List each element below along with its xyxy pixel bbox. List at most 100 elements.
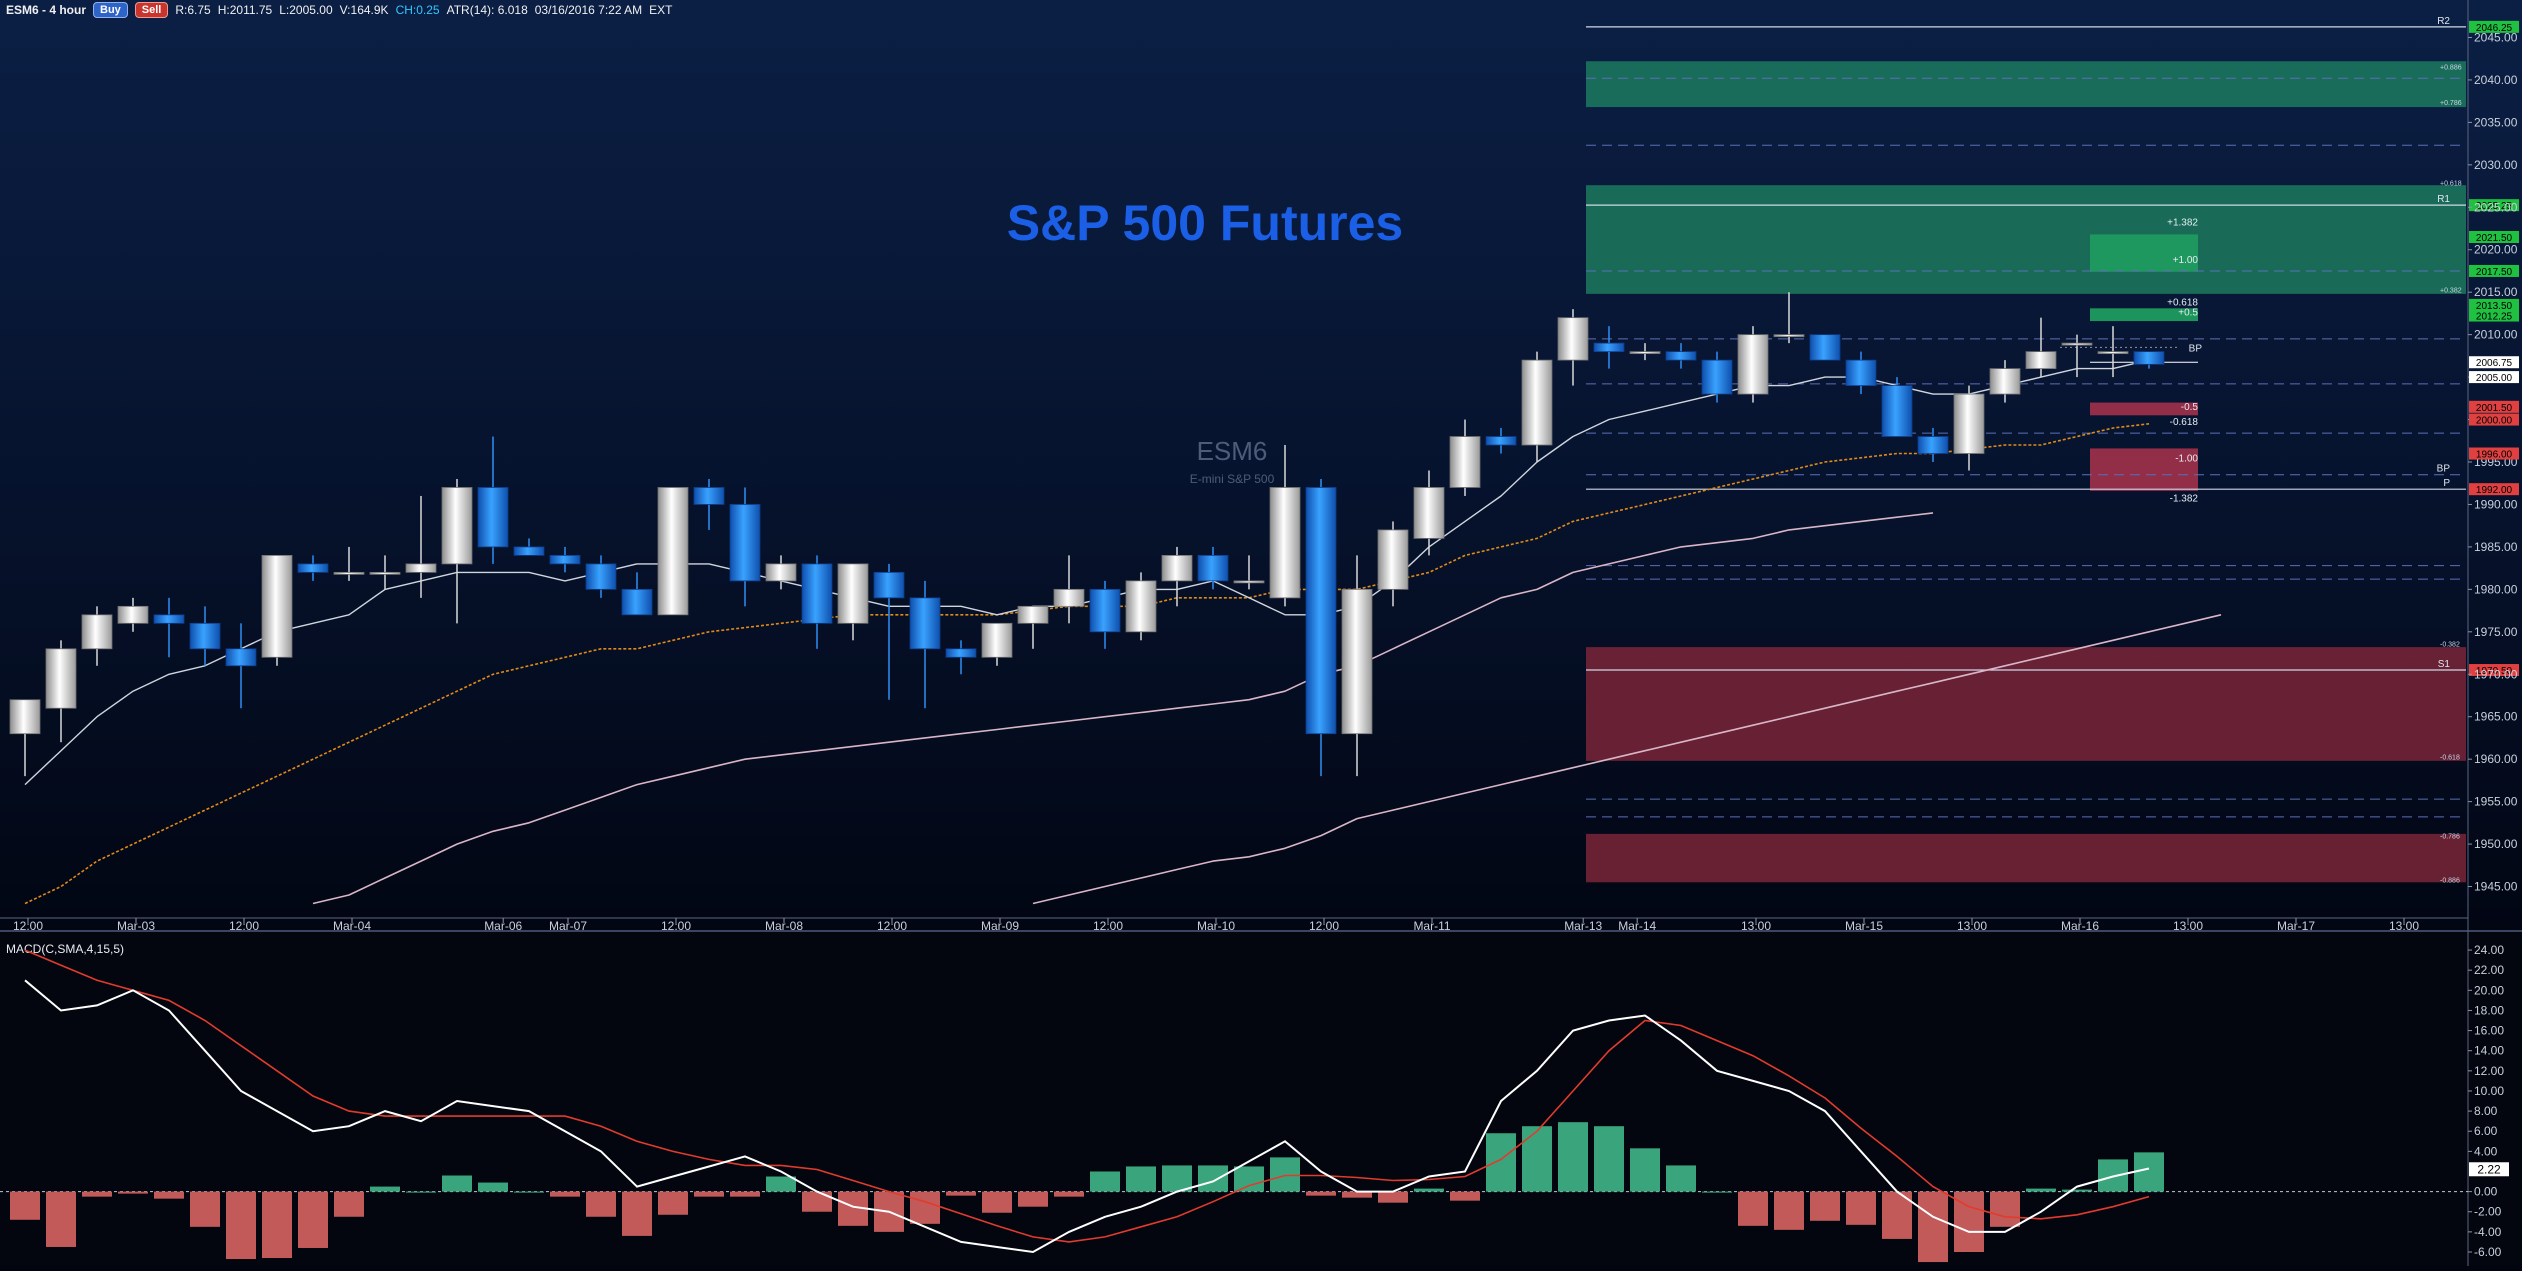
candle — [2061, 342, 2093, 346]
candle — [117, 605, 149, 624]
time-tick-label: 12:00 — [229, 919, 259, 933]
time-tick-label: 13:00 — [1957, 919, 1987, 933]
macd-histogram-bar — [1162, 1165, 1192, 1192]
candle — [2025, 351, 2057, 370]
macd-histogram-bar — [982, 1191, 1012, 1213]
price-tag-label: 2013.50 — [2476, 301, 2513, 312]
candle — [1233, 580, 1265, 584]
macd-histogram-bar — [946, 1191, 976, 1196]
level-price-tag-label: 1992.00 — [2476, 485, 2513, 496]
macd-histogram-bar — [1666, 1165, 1696, 1192]
macd-tick-label: 0.00 — [2474, 1185, 2498, 1199]
macd-histogram-bar — [1090, 1171, 1120, 1192]
time-tick-label: Mar-06 — [484, 919, 522, 933]
price-tag — [2469, 371, 2519, 384]
price-tick-label: 2020.00 — [2474, 243, 2518, 257]
candle — [261, 554, 293, 658]
level-label: BP — [2437, 464, 2451, 475]
price-tag — [2469, 231, 2519, 243]
candle — [477, 487, 509, 548]
macd-tick-label: -4.00 — [2474, 1225, 2502, 1239]
level-price-tag — [2469, 20, 2519, 33]
candle — [1269, 487, 1301, 599]
macd-histogram-bar — [118, 1191, 148, 1194]
buy-button[interactable]: Buy — [93, 2, 128, 18]
target-box — [2090, 448, 2198, 491]
fib-label: +0.618 — [2167, 297, 2198, 308]
atr-readout: ATR(14): 6.018 — [446, 3, 528, 17]
price-tick-label: 2040.00 — [2474, 73, 2518, 87]
time-tick-label: Mar-14 — [1618, 919, 1656, 933]
candle — [909, 597, 941, 650]
macd-tick-label: 22.00 — [2474, 963, 2504, 977]
macd-histogram-bar — [658, 1191, 688, 1215]
macd-histogram-bar — [1918, 1191, 1948, 1263]
price-tick-label: 1945.00 — [2474, 880, 2518, 894]
sell-button[interactable]: Sell — [134, 2, 169, 18]
candle — [1485, 436, 1517, 446]
macd-histogram-bar — [910, 1191, 940, 1224]
macd-tick-label: 20.00 — [2474, 983, 2504, 997]
candle — [441, 487, 473, 565]
candle — [693, 487, 725, 505]
macd-histogram-bar — [334, 1191, 364, 1217]
price-tick-label: 1985.00 — [2474, 540, 2518, 554]
candle — [333, 571, 365, 575]
price-tick-label: 1960.00 — [2474, 752, 2518, 766]
text-layer: S&P 500 Futures ESM6 E-mini S&P 500 — [1007, 195, 1403, 486]
candle — [1989, 368, 2021, 395]
target-box — [2090, 402, 2198, 416]
symbol-label: ESM6 - 4 hour — [6, 3, 87, 17]
time-tick-label: Mar-15 — [1845, 919, 1883, 933]
datetime-readout: 03/16/2016 7:22 AM — [534, 3, 643, 17]
macd-title: MACD(C,SMA,4,15,5) — [6, 942, 124, 956]
chart-title: S&P 500 Futures — [1007, 195, 1403, 251]
candle — [405, 563, 437, 573]
price-tag — [2469, 298, 2519, 311]
macd-tick-label: 24.00 — [2474, 943, 2504, 957]
fib-label: +0.5 — [2178, 308, 2198, 319]
candle — [873, 571, 905, 599]
candle — [1089, 588, 1121, 633]
macd-histogram-bar — [226, 1191, 256, 1260]
macd-histogram-bar — [154, 1191, 184, 1199]
price-tick-label: 2030.00 — [2474, 158, 2518, 172]
macd-histogram-bar — [1198, 1165, 1228, 1192]
macd-histogram-bar — [1414, 1188, 1444, 1192]
macd-histogram-bar — [2062, 1189, 2092, 1192]
candle — [1917, 436, 1949, 454]
macd-tick-label: 14.00 — [2474, 1044, 2504, 1058]
macd-histogram-bar — [442, 1175, 472, 1192]
macd-histogram-bar — [190, 1191, 220, 1227]
zone-note: -0.786 — [2440, 834, 2460, 841]
zone-note: +0.382 — [2440, 288, 2462, 295]
macd-line — [24, 979, 2150, 1254]
macd-tick-label: -6.00 — [2474, 1245, 2502, 1259]
zone-band — [1586, 647, 2466, 761]
level-label: R1 — [2437, 194, 2450, 205]
price-tick-label: 1965.00 — [2474, 710, 2518, 724]
macd-tick-label: 10.00 — [2474, 1084, 2504, 1098]
time-tick-label: Mar-09 — [981, 919, 1019, 933]
zone-note: +0.886 — [2440, 64, 2462, 71]
macd-histogram-bar — [766, 1176, 796, 1192]
macd-histogram-bar — [730, 1191, 760, 1197]
candle — [837, 563, 869, 624]
level-label: R2 — [2437, 16, 2450, 27]
macd-histogram-bar — [262, 1191, 292, 1259]
macd-histogram-bar — [550, 1191, 580, 1197]
zone-note: +0.786 — [2440, 100, 2462, 107]
zone-band — [1586, 185, 2466, 294]
candle — [1125, 580, 1157, 633]
macd-histogram-bar — [1054, 1191, 1084, 1197]
macd-signal-line — [24, 949, 2150, 1243]
price-tick-label: 1975.00 — [2474, 625, 2518, 639]
candle — [153, 614, 185, 624]
candle — [1017, 605, 1049, 624]
watermark-symbol: ESM6 — [1197, 436, 1268, 466]
sma-20-line — [24, 359, 2150, 786]
low-readout: L:2005.00 — [279, 3, 333, 17]
candle — [1773, 334, 1805, 338]
candle — [1557, 317, 1589, 361]
